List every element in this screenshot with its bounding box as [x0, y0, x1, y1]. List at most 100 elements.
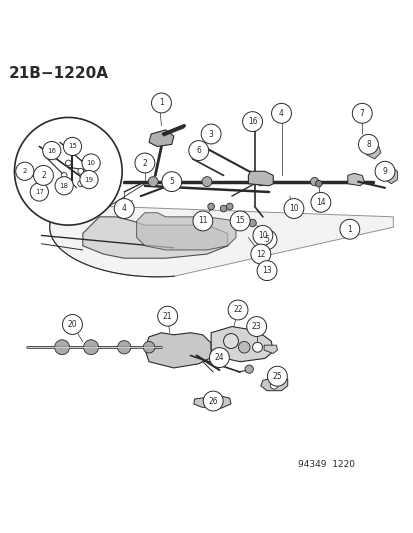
Circle shape [83, 340, 98, 354]
Text: 15: 15 [235, 216, 244, 225]
Text: 23: 23 [251, 322, 261, 331]
Polygon shape [248, 171, 273, 186]
Polygon shape [384, 167, 396, 184]
Circle shape [256, 261, 276, 280]
Circle shape [209, 348, 229, 368]
Polygon shape [260, 377, 287, 391]
Text: 16: 16 [247, 117, 257, 126]
Circle shape [252, 225, 272, 245]
Text: 9: 9 [382, 167, 387, 176]
Circle shape [374, 161, 394, 181]
Circle shape [310, 177, 318, 186]
Text: 17: 17 [35, 189, 44, 195]
Circle shape [203, 391, 223, 411]
Circle shape [310, 192, 330, 212]
Circle shape [82, 154, 100, 172]
Circle shape [188, 141, 208, 160]
Polygon shape [211, 327, 273, 362]
Text: 2: 2 [23, 168, 27, 174]
Text: 4: 4 [278, 109, 283, 118]
Circle shape [283, 199, 303, 219]
Circle shape [267, 366, 287, 386]
Circle shape [256, 177, 264, 186]
Polygon shape [347, 173, 363, 186]
Circle shape [202, 176, 211, 187]
Circle shape [63, 138, 81, 156]
Circle shape [55, 176, 73, 195]
Text: 1: 1 [347, 225, 351, 234]
Circle shape [161, 172, 181, 191]
Text: 21B−1220A: 21B−1220A [8, 66, 108, 80]
Circle shape [43, 141, 61, 160]
Circle shape [157, 306, 177, 326]
Circle shape [192, 211, 212, 231]
Text: 24: 24 [214, 353, 224, 362]
Circle shape [65, 160, 71, 166]
Text: 2: 2 [41, 171, 46, 180]
Circle shape [61, 173, 67, 179]
Circle shape [143, 342, 154, 353]
Polygon shape [149, 130, 173, 147]
Circle shape [339, 219, 359, 239]
Polygon shape [50, 205, 392, 277]
Text: 18: 18 [59, 183, 69, 189]
Text: 11: 11 [198, 216, 207, 225]
Text: 10: 10 [86, 160, 95, 166]
Circle shape [201, 124, 221, 144]
Circle shape [220, 205, 226, 212]
Circle shape [248, 219, 256, 227]
Text: 8: 8 [365, 140, 370, 149]
Circle shape [358, 134, 377, 155]
Text: 3: 3 [208, 130, 213, 139]
Polygon shape [193, 395, 230, 408]
Text: 21: 21 [163, 312, 172, 321]
Text: 5: 5 [264, 235, 269, 244]
Polygon shape [83, 217, 227, 258]
Circle shape [230, 211, 249, 231]
Polygon shape [263, 345, 277, 353]
Circle shape [117, 341, 131, 354]
Circle shape [114, 199, 134, 219]
Circle shape [16, 162, 34, 180]
Text: 13: 13 [261, 266, 271, 275]
Circle shape [55, 340, 69, 354]
Text: 26: 26 [208, 397, 218, 406]
Circle shape [238, 342, 249, 353]
Circle shape [62, 314, 82, 334]
Text: 15: 15 [68, 143, 77, 149]
Text: 94349  1220: 94349 1220 [297, 459, 354, 469]
Circle shape [33, 165, 53, 185]
Text: 25: 25 [272, 372, 282, 381]
Text: 10: 10 [288, 204, 298, 213]
Circle shape [244, 365, 253, 373]
Text: 12: 12 [256, 249, 265, 259]
Text: 1: 1 [159, 99, 164, 108]
Circle shape [14, 117, 122, 225]
Text: 22: 22 [233, 305, 242, 314]
Circle shape [242, 112, 262, 132]
Circle shape [135, 153, 154, 173]
Circle shape [315, 180, 321, 187]
Circle shape [208, 399, 216, 407]
Text: 2: 2 [142, 158, 147, 167]
Circle shape [271, 103, 291, 123]
Text: 19: 19 [84, 176, 93, 183]
Text: 20: 20 [67, 320, 77, 329]
Circle shape [223, 334, 238, 349]
Circle shape [78, 168, 83, 174]
Text: 16: 16 [47, 148, 56, 154]
Text: 4: 4 [121, 204, 126, 213]
Circle shape [228, 300, 247, 320]
Polygon shape [366, 144, 380, 159]
Circle shape [151, 93, 171, 113]
Circle shape [250, 244, 270, 264]
Circle shape [78, 181, 83, 187]
Circle shape [246, 317, 266, 336]
Text: 10: 10 [257, 231, 267, 240]
Text: 14: 14 [315, 198, 325, 207]
Circle shape [252, 342, 262, 352]
Polygon shape [136, 213, 235, 250]
Circle shape [80, 171, 98, 189]
Polygon shape [145, 333, 211, 368]
Circle shape [256, 230, 276, 249]
